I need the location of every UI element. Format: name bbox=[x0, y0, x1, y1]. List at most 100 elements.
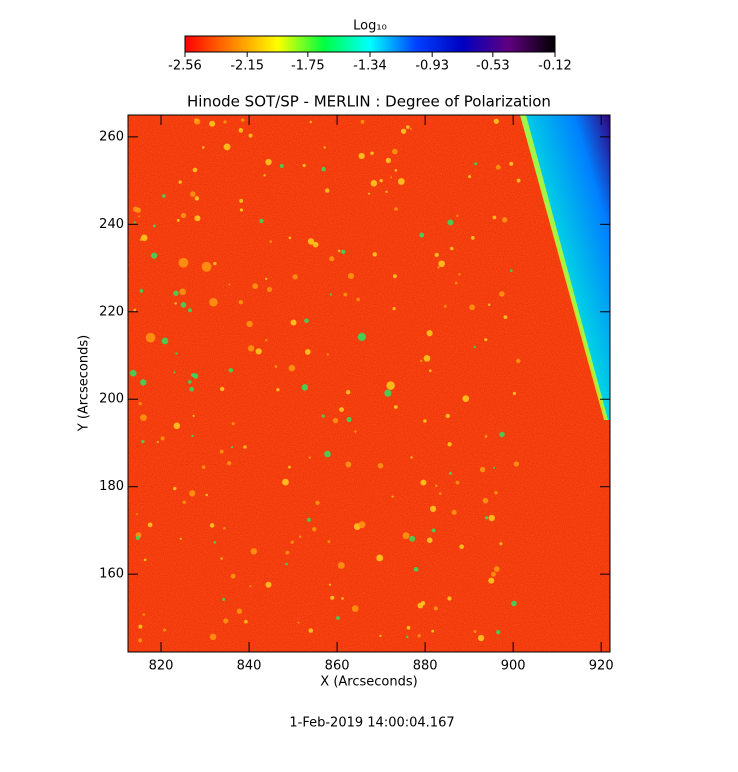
feature bbox=[312, 526, 317, 532]
feature bbox=[307, 238, 315, 245]
feature bbox=[265, 277, 268, 280]
feature bbox=[379, 634, 382, 638]
feature bbox=[360, 119, 365, 124]
feature bbox=[202, 146, 205, 149]
feature bbox=[188, 380, 192, 384]
feature bbox=[324, 450, 331, 458]
x-tick-label: 860 bbox=[325, 659, 350, 674]
feature bbox=[332, 417, 339, 424]
feature bbox=[191, 434, 194, 438]
feature bbox=[409, 127, 412, 130]
feature bbox=[419, 232, 425, 238]
timestamp: 1-Feb-2019 14:00:04.167 bbox=[289, 716, 454, 731]
feature bbox=[358, 152, 365, 160]
y-tick-label: 200 bbox=[99, 392, 124, 407]
feature bbox=[437, 266, 440, 269]
feature bbox=[343, 292, 348, 297]
feature bbox=[228, 283, 231, 286]
feature bbox=[219, 449, 224, 454]
feature bbox=[339, 407, 344, 413]
feature bbox=[249, 585, 252, 588]
feature bbox=[160, 436, 165, 441]
feature bbox=[238, 299, 244, 305]
features bbox=[129, 118, 521, 643]
feature bbox=[243, 445, 247, 449]
feature bbox=[487, 303, 491, 307]
feature bbox=[266, 286, 273, 292]
feature bbox=[189, 386, 195, 392]
plot-frame bbox=[127, 114, 611, 653]
feature bbox=[244, 619, 248, 624]
feature bbox=[429, 505, 437, 512]
feature bbox=[301, 384, 309, 391]
feature bbox=[423, 419, 427, 423]
feature bbox=[192, 167, 198, 173]
feature bbox=[482, 497, 489, 504]
feature bbox=[347, 272, 355, 280]
feature bbox=[223, 618, 229, 624]
feature bbox=[139, 289, 144, 293]
feature bbox=[297, 621, 300, 624]
feature bbox=[456, 214, 459, 217]
feature bbox=[438, 492, 442, 496]
feature bbox=[431, 629, 435, 633]
feature bbox=[309, 120, 313, 124]
feature bbox=[306, 517, 311, 522]
feature bbox=[133, 221, 136, 224]
feature bbox=[345, 390, 351, 395]
feature bbox=[152, 224, 156, 228]
x-tick-label: 900 bbox=[501, 659, 526, 674]
feature bbox=[376, 554, 384, 562]
y-tick-label: 220 bbox=[99, 304, 124, 319]
x-tick-label: 880 bbox=[413, 659, 438, 674]
feature bbox=[327, 540, 331, 544]
feature bbox=[384, 389, 392, 397]
feature bbox=[288, 465, 291, 469]
feature bbox=[470, 236, 475, 240]
feature bbox=[323, 146, 326, 149]
feature bbox=[516, 178, 521, 183]
feature bbox=[336, 616, 340, 620]
feature bbox=[434, 484, 438, 488]
feature bbox=[445, 413, 450, 419]
feature bbox=[129, 369, 137, 377]
feature bbox=[511, 600, 517, 607]
feature bbox=[308, 456, 312, 459]
feature bbox=[386, 381, 395, 390]
feature bbox=[473, 345, 477, 349]
feature bbox=[239, 208, 244, 212]
feature bbox=[400, 128, 407, 134]
feature bbox=[222, 597, 226, 601]
y-tick-label: 160 bbox=[99, 567, 124, 582]
feature bbox=[406, 625, 411, 630]
feature bbox=[329, 293, 333, 296]
feature bbox=[469, 304, 475, 311]
feature bbox=[419, 359, 423, 363]
feature bbox=[269, 240, 273, 243]
feature bbox=[405, 635, 409, 639]
feature bbox=[345, 461, 352, 468]
x-tick-label: 920 bbox=[589, 659, 614, 674]
x-tick-label: 840 bbox=[237, 659, 262, 674]
feature bbox=[132, 206, 139, 212]
colorbar-tick-label: -0.12 bbox=[538, 59, 572, 74]
feature bbox=[420, 600, 426, 606]
feature bbox=[238, 128, 244, 133]
feature bbox=[220, 557, 223, 560]
colorbar-tick-label: -1.34 bbox=[353, 59, 387, 74]
feature bbox=[326, 353, 329, 356]
feature bbox=[341, 249, 346, 255]
feature bbox=[479, 466, 486, 473]
feature bbox=[179, 288, 187, 296]
feature bbox=[274, 365, 278, 368]
feature bbox=[201, 465, 206, 469]
feature bbox=[288, 236, 292, 240]
feature bbox=[265, 339, 268, 342]
feature bbox=[156, 440, 159, 444]
feature bbox=[140, 379, 147, 386]
feature bbox=[276, 388, 280, 392]
feature bbox=[135, 513, 138, 516]
feature bbox=[173, 486, 177, 491]
feature bbox=[231, 446, 234, 449]
colorbar-label: Log₁₀ bbox=[353, 19, 387, 34]
